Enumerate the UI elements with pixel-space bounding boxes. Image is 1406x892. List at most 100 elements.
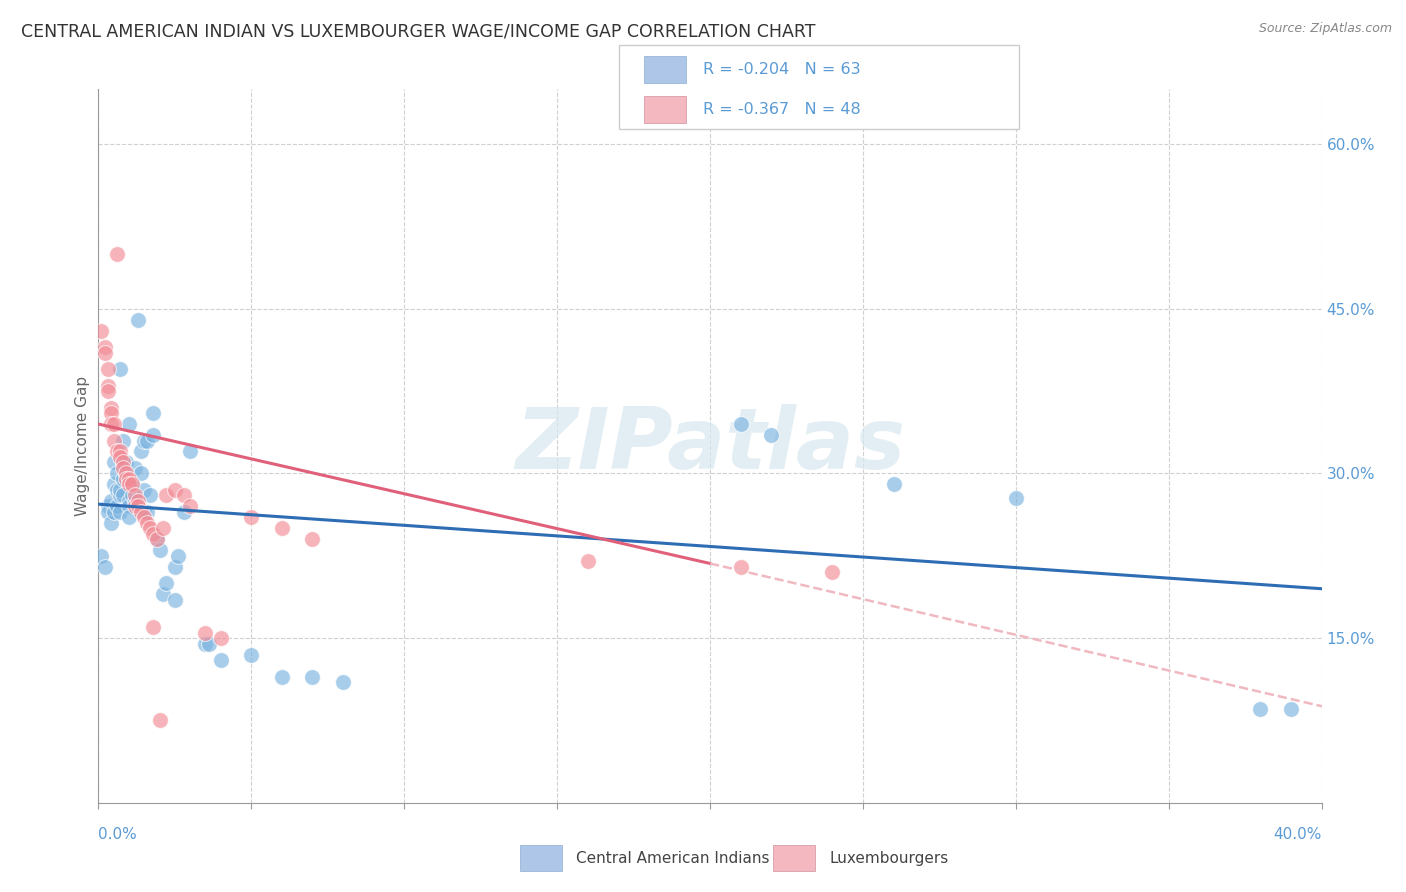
Point [194,625,217,640]
Point [821,566,844,580]
Point [118,477,141,491]
Point [97,505,120,519]
Text: Central American Indians: Central American Indians [576,851,770,865]
Point [90,549,112,563]
Point [100,401,122,415]
Point [97,384,120,398]
Point [134,483,156,497]
Point [121,488,143,502]
Point [136,505,159,519]
Point [332,675,354,690]
Text: 0.0%: 0.0% [98,827,138,841]
Point [136,516,159,530]
Point [1371,571,1393,585]
Point [111,472,134,486]
Point [127,312,149,326]
Point [118,500,141,514]
Point [129,505,152,519]
Point [105,500,128,514]
Text: Luxembourgers: Luxembourgers [830,851,949,865]
Point [301,533,323,547]
Point [111,455,134,469]
Point [1279,702,1302,716]
Point [103,417,125,431]
Point [93,340,115,354]
Point [124,461,146,475]
Point [240,510,263,524]
Point [105,247,128,261]
Point [270,521,292,535]
Point [163,592,186,607]
Point [1004,491,1026,505]
Point [111,455,134,469]
Point [108,444,131,458]
Point [576,554,599,568]
Point [118,510,141,524]
Text: ZIPatlas: ZIPatlas [515,404,905,488]
Point [173,505,195,519]
Point [108,362,131,376]
Point [155,576,177,591]
Point [97,500,120,514]
Point [163,483,186,497]
Point [730,559,752,574]
Point [209,653,232,667]
Point [115,467,138,481]
Point [103,505,125,519]
Point [139,521,162,535]
Point [759,428,782,442]
Point [179,444,201,458]
Point [100,516,122,530]
Point [124,494,146,508]
Point [97,362,120,376]
Point [121,477,143,491]
Text: Source: ZipAtlas.com: Source: ZipAtlas.com [1258,22,1392,36]
Point [142,428,165,442]
Point [883,477,905,491]
Point [173,488,195,502]
Point [270,669,292,683]
Point [167,549,190,563]
Point [103,455,125,469]
Point [240,648,263,662]
Point [124,488,146,502]
Point [103,434,125,448]
Point [149,543,172,558]
Point [145,533,167,547]
Point [145,533,167,547]
Point [115,467,138,481]
Point [209,631,232,645]
Point [155,488,177,502]
Point [152,587,174,601]
Point [97,378,120,392]
Point [115,455,138,469]
Point [105,467,128,481]
Text: 40.0%: 40.0% [1274,827,1322,841]
Point [730,417,752,431]
Point [142,620,165,634]
Text: CENTRAL AMERICAN INDIAN VS LUXEMBOURGER WAGE/INCOME GAP CORRELATION CHART: CENTRAL AMERICAN INDIAN VS LUXEMBOURGER … [21,22,815,40]
Point [118,417,141,431]
Point [129,467,152,481]
Point [121,477,143,491]
Point [100,494,122,508]
Y-axis label: Wage/Income Gap: Wage/Income Gap [75,376,90,516]
Point [108,450,131,464]
Point [129,444,152,458]
Point [111,461,134,475]
Point [134,510,156,524]
Point [134,434,156,448]
Point [111,488,134,502]
Point [93,559,115,574]
Point [197,637,219,651]
Point [93,345,115,359]
Point [301,669,323,683]
Point [118,472,141,486]
Point [127,494,149,508]
Point [115,472,138,486]
Point [100,406,122,420]
Point [90,324,112,338]
Point [136,434,159,448]
Point [124,500,146,514]
Point [1249,702,1271,716]
